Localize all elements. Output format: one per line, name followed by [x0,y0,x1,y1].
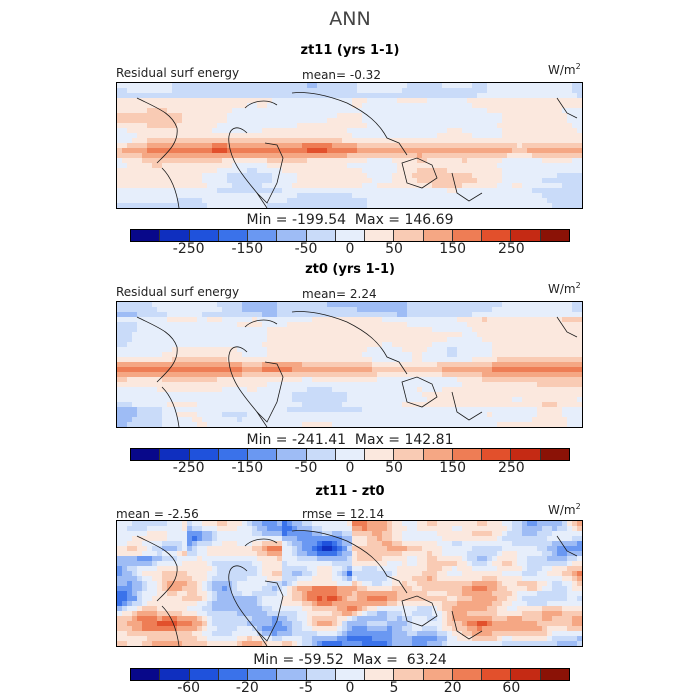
panel-3-mean-label: mean = -2.56 [116,507,199,521]
colorbar-swatch [160,449,190,460]
colorbar-swatch [482,449,512,460]
colorbar-tick-label: 250 [497,241,525,257]
colorbar-swatch [189,230,219,241]
panel-2-map-field [117,302,582,427]
colorbar-swatch [335,230,366,241]
colorbar-tick-label: 150 [439,241,467,257]
colorbar-swatch [277,449,307,460]
colorbar-swatch [189,449,219,460]
colorbar-swatch [131,230,161,241]
colorbar-tick-label: 5 [389,680,399,696]
panel-2-minmax: Min = -241.41 Max = 142.81 [246,432,454,448]
colorbar-tick-label: -150 [231,241,264,257]
colorbar-swatch [482,669,512,680]
colorbar-swatch [482,230,512,241]
colorbar-swatch [189,669,219,680]
colorbar-swatch [248,449,278,460]
panel-2-map [116,301,583,428]
panel-3-title: zt11 - zt0 [315,484,385,499]
colorbar-swatch [306,449,336,460]
colorbar-swatch [248,230,278,241]
colorbar-swatch [306,669,336,680]
colorbar-tick-label: -50 [294,460,318,476]
panel-2-colorbar [130,448,570,461]
colorbar-swatch [423,669,453,680]
colorbar-swatch [335,449,366,460]
colorbar-swatch [452,449,483,460]
colorbar-swatch [306,230,336,241]
colorbar-swatch [365,449,395,460]
colorbar-tick-label: 60 [502,680,521,696]
colorbar-swatch [131,449,161,460]
colorbar-swatch [394,669,424,680]
colorbar-tick-label: -20 [235,680,259,696]
panel-3-rmse-label: rmse = 12.14 [302,507,385,521]
colorbar-tick-label: 0 [345,241,355,257]
colorbar-swatch [452,669,483,680]
panel-2-title: zt0 (yrs 1-1) [305,262,395,277]
panel-3-map-field [117,521,582,646]
colorbar-swatch [511,230,541,241]
colorbar-swatch [540,669,569,680]
panel-2-variable-label: Residual surf energy [116,285,240,299]
colorbar-swatch [218,230,249,241]
panel-3-colorbar-ticks: -60 -20 -5 0 5 20 60 [130,680,570,696]
colorbar-swatch [394,449,424,460]
colorbar-swatch [365,230,395,241]
panel-2-mean-label: mean= 2.24 [302,287,377,301]
colorbar-swatch [511,449,541,460]
colorbar-swatch [423,230,453,241]
colorbar-swatch [423,449,453,460]
colorbar-swatch [365,669,395,680]
colorbar-tick-label: 150 [439,460,467,476]
colorbar-swatch [540,449,569,460]
colorbar-swatch [511,669,541,680]
panel-1-variable-label: Residual surf energy [116,66,240,80]
colorbar-swatch [160,669,190,680]
colorbar-swatch [277,230,307,241]
colorbar-tick-label: 20 [443,680,462,696]
colorbar-swatch [277,669,307,680]
panel-3-map [116,520,583,647]
panel-3-minmax: Min = -59.52 Max = 63.24 [253,652,447,668]
panel-1-mean-label: mean= -0.32 [302,68,381,82]
colorbar-tick-label: -60 [177,680,201,696]
panel-1-colorbar-ticks: -250 -150 -50 0 50 150 250 [130,241,570,257]
colorbar-tick-label: 50 [385,241,403,257]
colorbar-tick-label: 0 [345,680,355,696]
panel-2-units: W/m2 [548,281,581,296]
panel-3-colorbar [130,668,570,681]
panel-2-colorbar-ticks: -250 -150 -50 0 50 150 250 [130,460,570,476]
colorbar-swatch [160,230,190,241]
figure-title: ANN [329,8,371,30]
colorbar-tick-label: -5 [299,680,313,696]
panel-1-map-field [117,83,582,208]
colorbar-swatch [335,669,366,680]
colorbar-tick-label: 50 [385,460,403,476]
colorbar-swatch [218,669,249,680]
colorbar-tick-label: 250 [497,460,525,476]
panel-1-units: W/m2 [548,62,581,77]
panel-1-colorbar [130,229,570,242]
colorbar-swatch [394,230,424,241]
panel-1-map [116,82,583,209]
colorbar-swatch [218,449,249,460]
colorbar-tick-label: -250 [172,460,205,476]
colorbar-swatch [452,230,483,241]
colorbar-swatch [248,669,278,680]
panel-3-units: W/m2 [548,502,581,517]
colorbar-tick-label: -150 [231,460,264,476]
panel-1-minmax: Min = -199.54 Max = 146.69 [246,212,454,228]
colorbar-swatch [540,230,569,241]
colorbar-tick-label: 0 [345,460,355,476]
colorbar-swatch [131,669,161,680]
panel-1-title: zt11 (yrs 1-1) [300,43,400,58]
colorbar-tick-label: -250 [172,241,205,257]
colorbar-tick-label: -50 [294,241,318,257]
